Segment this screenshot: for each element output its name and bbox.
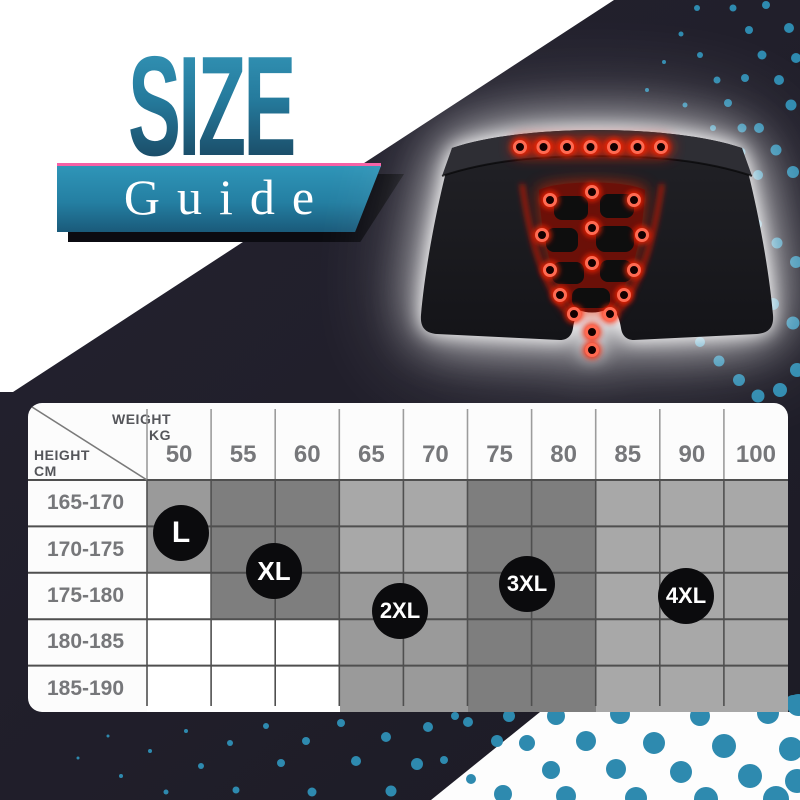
size-cell — [211, 665, 276, 713]
weight-column-header: 70 — [422, 441, 449, 468]
boxer-briefs-photo — [402, 80, 794, 406]
size-cell — [723, 572, 789, 620]
size-cell — [595, 526, 661, 574]
weight-column-header: 85 — [614, 441, 642, 468]
size-chart-table: WEIGHT KG HEIGHT CM 50 55 60 65 70 75 80 85 90 10… — [28, 403, 789, 713]
size-cell — [659, 480, 725, 527]
size-cell — [211, 619, 276, 667]
size-cell — [275, 480, 340, 527]
size-cell — [467, 619, 533, 667]
logo-subtitle: Guide — [123, 169, 332, 225]
size-cell — [339, 480, 404, 527]
logo-title: SIZE — [128, 27, 296, 186]
height-row-header: 175-180 — [46, 584, 125, 607]
size-cell — [531, 665, 597, 713]
size-badge-3xl: 3XL — [499, 556, 555, 612]
size-cell — [723, 619, 789, 667]
size-cell — [211, 480, 276, 527]
pink-accent-line — [57, 163, 381, 167]
size-cell — [275, 665, 340, 713]
size-cell — [531, 480, 597, 527]
size-cell — [275, 619, 340, 667]
size-cell — [403, 480, 468, 527]
weight-column-header: 90 — [678, 441, 706, 468]
size-cell — [659, 619, 725, 667]
size-badge-l: L — [153, 505, 209, 561]
size-badge-2xl: 2XL — [372, 583, 428, 639]
size-badge-xl: XL — [246, 543, 302, 599]
size-badge-4xl: 4XL — [658, 568, 714, 624]
weight-column-header: 80 — [550, 441, 577, 468]
height-row-header: 170-175 — [46, 537, 125, 561]
height-row-header: 165-170 — [46, 491, 125, 515]
weight-column-header: 55 — [229, 441, 257, 468]
size-cell — [147, 619, 212, 667]
size-cell — [659, 526, 725, 574]
boxer-briefs-illustration — [420, 130, 774, 359]
size-cell — [531, 619, 597, 667]
magnet-dots — [511, 138, 670, 359]
size-cell — [595, 572, 661, 620]
size-cell — [339, 526, 404, 574]
size-cell — [595, 480, 661, 527]
height-row-header: 185-190 — [46, 676, 125, 700]
size-cell — [467, 665, 533, 713]
size-cell — [339, 665, 404, 713]
weight-axis-label: WEIGHT KG — [112, 411, 171, 444]
height-axis-label: HEIGHT CM — [34, 447, 90, 480]
weight-column-header: 75 — [486, 441, 513, 468]
size-cell — [659, 665, 725, 713]
size-cell — [403, 665, 468, 713]
size-cell — [723, 526, 789, 574]
weight-column-header: 50 — [165, 441, 193, 468]
size-cell — [147, 665, 212, 713]
weight-column-header: 65 — [357, 441, 385, 468]
size-cell — [723, 480, 789, 527]
size-cell — [403, 526, 468, 574]
weight-column-header: 100 — [735, 441, 776, 468]
height-row-header: 180-185 — [46, 630, 125, 654]
table-grid-lines — [28, 406, 788, 706]
size-cell — [595, 619, 661, 667]
size-cell — [467, 480, 533, 527]
weight-column-header: 60 — [293, 441, 321, 468]
size-guide-logo: SIZE Guide — [0, 0, 470, 260]
logo-banner: Guide — [57, 166, 381, 232]
panel-patches — [546, 194, 634, 308]
size-cell — [147, 572, 212, 620]
